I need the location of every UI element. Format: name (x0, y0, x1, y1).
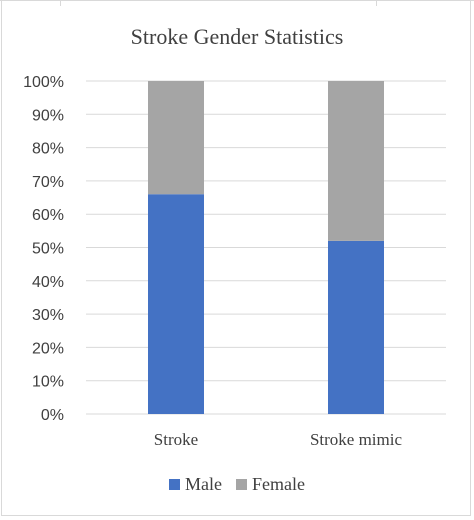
legend-label-female: Female (252, 474, 305, 494)
legend-swatch-male (169, 479, 181, 490)
y-tick-label: 50% (32, 241, 64, 258)
window-top-border (0, 0, 474, 1)
y-tick-label: 70% (32, 174, 64, 191)
y-tick-label: 10% (32, 374, 64, 391)
bar-male-stroke (148, 194, 204, 414)
y-tick-label: 60% (32, 207, 64, 224)
legend-item-male: Male (169, 474, 222, 495)
chart-plot-area: 0% 10% 20% 30% 40% 50% 60% 70% 80% 90% 100% Stroke S… (23, 74, 446, 449)
legend-swatch-female (236, 479, 247, 490)
y-tick-label: 40% (32, 274, 64, 291)
bar-female-stroke (148, 81, 204, 195)
y-tick-label: 80% (32, 141, 64, 158)
x-tick-label: Stroke (154, 430, 198, 449)
y-tick-label: 30% (32, 307, 64, 324)
cell-divider (376, 0, 377, 6)
chart-title: Stroke Gender Statistics (130, 24, 344, 49)
x-tick-label: Stroke mimic (310, 430, 403, 449)
bar-male-stroke-mimic (328, 240, 384, 414)
y-tick-label: 0% (41, 407, 64, 424)
legend-item-female: Female (236, 474, 305, 495)
cell-divider (60, 0, 61, 6)
bar-female-stroke-mimic (328, 81, 384, 241)
y-tick-label: 20% (32, 340, 64, 357)
legend-label-male: Male (185, 474, 222, 494)
y-tick-label: 90% (32, 107, 64, 124)
y-tick-label: 100% (23, 74, 64, 91)
chart-legend: Male Female (0, 474, 474, 495)
